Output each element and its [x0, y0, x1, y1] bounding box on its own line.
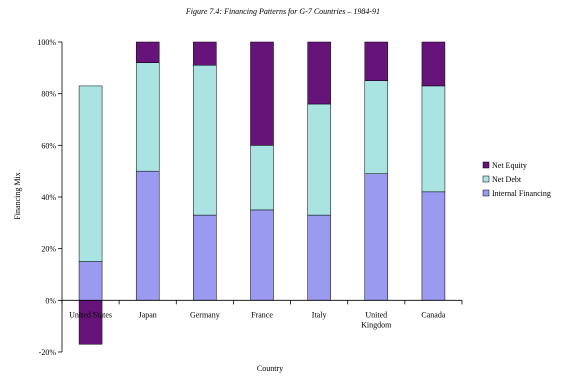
plot-area: -20% 0% 20% 40% 60% 80% 100% United States Japan… — [37, 38, 463, 357]
legend-label-internal-financing: Internal Financing — [492, 189, 551, 198]
x-axis-label: Country — [257, 364, 283, 373]
legend-label-net-equity: Net Equity — [492, 161, 527, 170]
y-tick-label: -20% — [39, 348, 57, 357]
bar-segment-net-equity — [78, 300, 103, 345]
x-tick-label: Germany — [190, 310, 220, 319]
bar-segment-net-equity — [135, 41, 160, 63]
bar-segment-internal-financing — [307, 214, 331, 301]
bar-segment-net-debt — [193, 65, 217, 216]
legend-swatch-net-debt — [482, 175, 490, 183]
bar-segment-net-debt — [135, 62, 160, 172]
bar-segment-internal-financing — [250, 209, 274, 301]
legend-label-net-debt: Net Debt — [492, 175, 522, 184]
x-tick-label: Italy — [312, 310, 327, 319]
x-tick-label: Japan — [139, 310, 157, 319]
x-tick-label: Canada — [421, 310, 445, 319]
bar-segment-internal-financing — [78, 261, 103, 301]
legend-swatch-internal-financing — [482, 189, 490, 197]
bar-segment-net-debt — [78, 85, 103, 262]
y-tick-label: 40% — [41, 193, 56, 202]
bar-segment-internal-financing — [135, 170, 160, 301]
bar-segment-internal-financing — [421, 191, 446, 301]
x-tick-label: United — [365, 310, 387, 319]
chart-title: Figure 7.4: Financing Patterns for G-7 C… — [185, 7, 380, 16]
legend-swatch-net-equity — [482, 161, 490, 169]
bar-segment-net-equity — [421, 41, 446, 87]
y-tick-label: 100% — [37, 38, 56, 47]
bar-segment-net-debt — [421, 85, 446, 193]
y-tick-label: 0% — [45, 296, 56, 305]
bar-segment-internal-financing — [364, 173, 389, 301]
x-tick-label: Kingdom — [361, 320, 392, 329]
y-tick-label: 60% — [41, 141, 56, 150]
bar-segment-internal-financing — [193, 214, 217, 301]
bar-segment-net-debt — [250, 145, 274, 211]
bar-segment-net-debt — [364, 80, 389, 174]
y-axis-label: Financing Mix — [13, 172, 22, 219]
bar-segment-net-debt — [307, 103, 331, 216]
bar-segment-net-equity — [193, 41, 217, 66]
legend: Net Equity Net Debt Internal Financing — [482, 161, 551, 198]
bar-segment-net-equity — [307, 41, 331, 105]
bar-segment-net-equity — [364, 41, 389, 81]
bar-segment-net-equity — [250, 41, 274, 146]
x-tick-label: United States — [69, 310, 112, 319]
y-tick-label: 20% — [41, 245, 56, 254]
y-tick-label: 80% — [41, 90, 56, 99]
x-tick-label: France — [251, 310, 273, 319]
